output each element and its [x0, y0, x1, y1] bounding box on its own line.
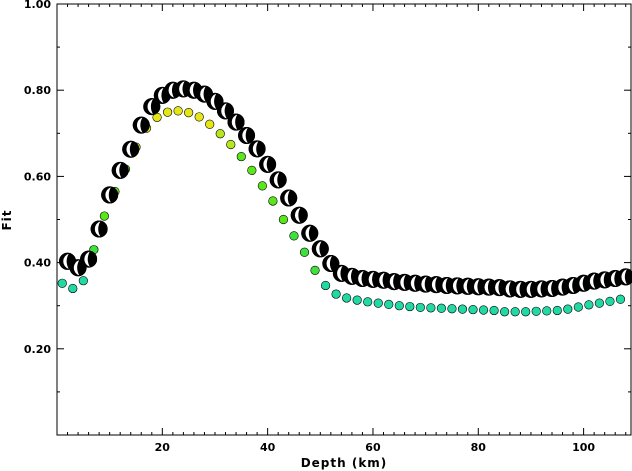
fit-point — [531, 306, 541, 316]
fit-point — [352, 295, 362, 305]
beachball-marker — [617, 268, 632, 286]
fit-point — [605, 296, 615, 306]
y-axis-title: Fit — [0, 209, 14, 230]
fit-point — [426, 303, 436, 313]
fit-point — [552, 305, 562, 316]
fit-point — [615, 294, 626, 304]
plot-frame — [56, 3, 632, 436]
beachball-marker — [311, 240, 329, 258]
fit-point — [226, 139, 236, 150]
fit-point — [500, 307, 510, 317]
fit-point — [278, 214, 289, 225]
y-axis: 0.20 0.40 0.60 0.80 1.00 — [24, 0, 631, 393]
fit-point — [510, 307, 520, 317]
fit-point — [310, 265, 320, 275]
fit-point — [573, 302, 583, 312]
fit-point — [78, 276, 88, 286]
fit-point — [468, 304, 478, 315]
fit-point — [205, 119, 215, 129]
beachball-marker — [185, 81, 203, 99]
beachball-marker — [259, 155, 277, 173]
beachball-marker — [280, 189, 298, 207]
y-tick-label: 0.40 — [24, 257, 51, 270]
fit-point — [584, 300, 594, 310]
fit-point — [57, 278, 67, 288]
fit-point — [215, 129, 225, 139]
fit-point — [542, 306, 552, 316]
x-tick-label: 60 — [365, 441, 381, 454]
x-tick-label: 100 — [572, 441, 595, 454]
fit-point — [162, 107, 173, 117]
beachball-marker — [122, 140, 140, 158]
fit-point — [457, 304, 468, 314]
beachball-marker — [80, 250, 98, 268]
fit-point — [99, 211, 109, 221]
fit-point — [299, 247, 310, 257]
fit-point — [268, 196, 278, 206]
fit-point — [521, 307, 531, 317]
y-tick-label: 0.60 — [24, 170, 51, 183]
x-tick-label: 40 — [260, 441, 276, 454]
fit-point — [173, 106, 183, 116]
beachball-marker — [238, 126, 256, 144]
fit-point — [373, 298, 383, 308]
fit-point — [184, 108, 194, 118]
beachball-marker — [269, 171, 287, 189]
fit-point — [289, 231, 299, 241]
beachball-marker — [132, 116, 150, 134]
beachball-marker — [101, 186, 119, 204]
beachball-marker — [248, 140, 266, 158]
fit-point — [68, 283, 78, 294]
beachball-marker — [322, 254, 340, 272]
y-tick-label: 1.00 — [24, 0, 51, 11]
fit-point — [194, 112, 204, 122]
fit-point — [405, 301, 415, 312]
beachball-marker — [111, 161, 129, 179]
fit-point — [320, 280, 331, 291]
fit-point — [394, 301, 404, 311]
fit-circles-series — [57, 106, 626, 317]
beachball-marker — [206, 92, 224, 110]
beachball-marker — [290, 206, 308, 224]
fit-point — [247, 165, 257, 175]
fit-point — [331, 289, 341, 299]
y-tick-label: 0.20 — [24, 343, 51, 356]
x-tick-label: 20 — [155, 441, 171, 454]
fit-point — [447, 304, 457, 314]
fit-point — [363, 297, 373, 307]
fit-point — [594, 298, 605, 308]
x-tick-label: 80 — [471, 441, 487, 454]
beachball-marker — [301, 224, 319, 242]
x-axis: 20 40 60 80 100 — [67, 4, 627, 454]
beachball-marker — [143, 98, 161, 116]
fit-point — [257, 181, 267, 191]
beachball-marker — [217, 102, 235, 120]
y-tick-label: 0.80 — [24, 84, 51, 97]
fit-point — [563, 304, 573, 314]
fit-point — [436, 303, 447, 313]
fit-point — [478, 305, 489, 315]
x-axis-title: Depth (km) — [301, 456, 388, 470]
fit-point — [342, 293, 352, 303]
beachball-marker — [90, 220, 108, 238]
fit-point — [489, 305, 499, 316]
beachball-marker — [227, 113, 245, 131]
fit-point — [384, 299, 394, 310]
beachball-series — [59, 80, 632, 298]
fit-point — [236, 151, 246, 162]
fit-point — [415, 302, 425, 313]
